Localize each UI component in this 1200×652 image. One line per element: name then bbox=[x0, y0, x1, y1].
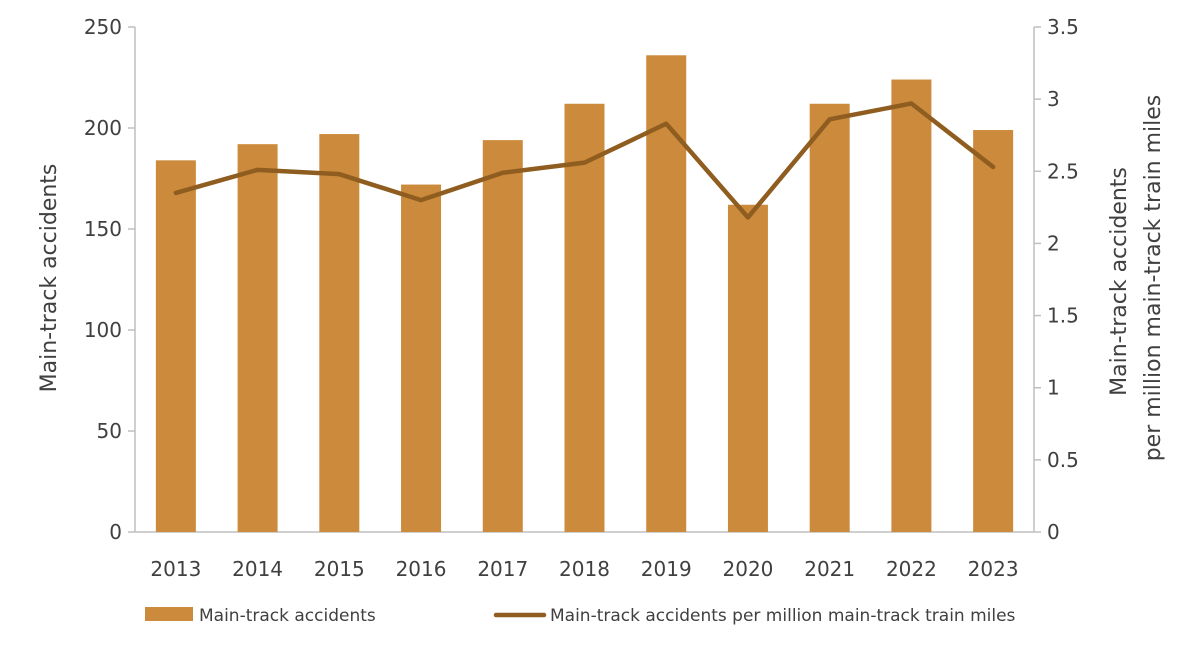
legend-bar-swatch bbox=[145, 607, 193, 621]
y-left-tick-label: 250 bbox=[84, 15, 122, 39]
y-right-tick-labels: 0 0.5 1 1.5 2 2.5 3 3.5 bbox=[1047, 15, 1079, 544]
x-tick-labels: 2013 2014 2015 2016 2017 2018 2019 2020 2021 2022… bbox=[150, 557, 1018, 581]
y-axis-left-title: Main-track accidents bbox=[37, 164, 62, 393]
legend: Main-track accidents Main-track accident… bbox=[145, 606, 1016, 626]
y-right-tick-label: 0 bbox=[1047, 520, 1060, 544]
x-tick-label-2021: 2021 bbox=[804, 557, 855, 581]
bar-2021 bbox=[809, 103, 850, 532]
x-tick-label-2023: 2023 bbox=[968, 557, 1019, 581]
y-right-tick-label: 3 bbox=[1047, 87, 1060, 111]
x-tick-label-2015: 2015 bbox=[314, 557, 365, 581]
y-left-tick-labels: 0 50 100 150 200 250 bbox=[84, 15, 122, 544]
y-axis-right-title-line1: Main-track accidents bbox=[1107, 167, 1132, 396]
y-axis-right-title-line2: per million main-track train miles bbox=[1141, 95, 1166, 462]
bar-2017 bbox=[482, 140, 523, 532]
y-axis-right-title: Main-track accidents per million main-tr… bbox=[1107, 95, 1166, 462]
legend-line-label: Main-track accidents per million main-tr… bbox=[550, 606, 1016, 626]
y-right-tick-label: 3.5 bbox=[1047, 15, 1079, 39]
y-right-tick-label: 2.5 bbox=[1047, 159, 1079, 183]
x-tick-label-2022: 2022 bbox=[886, 557, 937, 581]
bar-2016 bbox=[401, 184, 442, 532]
y-left-tick-label: 50 bbox=[97, 419, 122, 443]
x-tick-label-2014: 2014 bbox=[232, 557, 283, 581]
bar-2013 bbox=[155, 160, 196, 532]
line-series bbox=[173, 101, 996, 220]
y-right-tick-label: 1.5 bbox=[1047, 304, 1079, 328]
x-tick-label-2020: 2020 bbox=[723, 557, 774, 581]
bar-2023 bbox=[973, 130, 1014, 532]
x-tick-label-2016: 2016 bbox=[396, 557, 447, 581]
legend-bar-label: Main-track accidents bbox=[199, 606, 376, 626]
x-tick-label-2013: 2013 bbox=[150, 557, 201, 581]
bar-2018 bbox=[564, 103, 605, 532]
x-tick-label-2019: 2019 bbox=[641, 557, 692, 581]
bar-2022 bbox=[891, 79, 932, 533]
bar-series bbox=[155, 55, 1014, 533]
y-left-tick-label: 200 bbox=[84, 116, 122, 140]
x-tick-label-2017: 2017 bbox=[477, 557, 528, 581]
y-right-tick-label: 1 bbox=[1047, 376, 1060, 400]
y-left-tick-label: 150 bbox=[84, 217, 122, 241]
y-left-tick-label: 100 bbox=[84, 318, 122, 342]
y-right-tick-label: 2 bbox=[1047, 231, 1060, 255]
y-right-tick-label: 0.5 bbox=[1047, 448, 1079, 472]
x-tick-label-2018: 2018 bbox=[559, 557, 610, 581]
bar-2014 bbox=[237, 144, 278, 532]
bar-2020 bbox=[727, 204, 768, 532]
bar-2015 bbox=[319, 134, 360, 532]
bar-2019 bbox=[646, 55, 687, 532]
y-left-tick-label: 0 bbox=[109, 520, 122, 544]
